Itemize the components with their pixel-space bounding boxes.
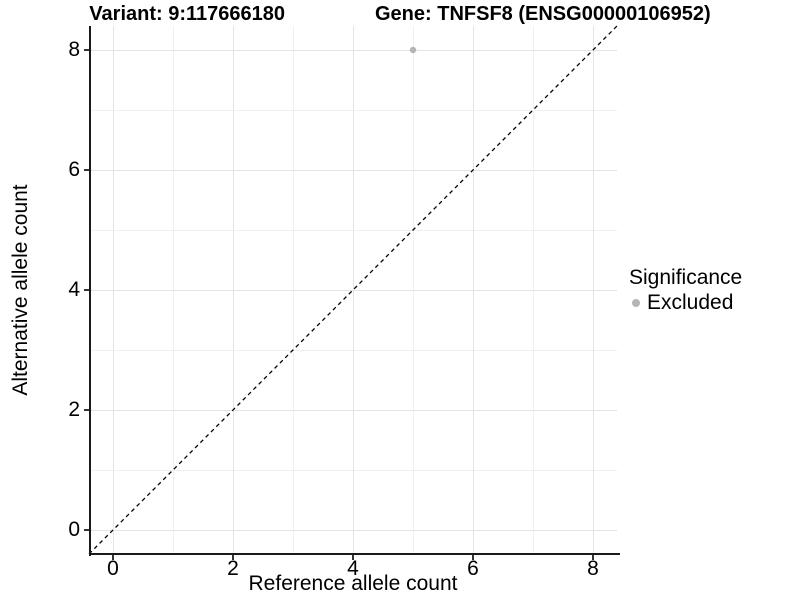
y-tick-label-2: 2: [68, 398, 80, 421]
legend-item-0: Excluded: [629, 291, 742, 315]
x-tick-8: [592, 555, 594, 560]
gridline-horizontal-8: [89, 49, 617, 51]
y-tick-2: [84, 409, 89, 411]
gridline-horizontal-5: [89, 229, 617, 231]
y-tick-label-8: 8: [68, 38, 80, 61]
x-tick-2: [232, 555, 234, 560]
y-tick-label-0: 0: [68, 518, 80, 541]
identity-dashed-line: [88, 25, 618, 555]
y-tick-label-4: 4: [68, 278, 80, 301]
x-tick-label-8: 8: [587, 557, 599, 580]
x-tick-0: [112, 555, 114, 560]
legend-point-icon: [632, 299, 640, 307]
plot-title: Variant: 9:117666180 Gene: TNFSF8 (ENSG0…: [0, 3, 800, 25]
data-point: [409, 46, 417, 54]
y-tick-4: [84, 289, 89, 291]
gridline-vertical-6: [472, 26, 474, 554]
x-tick-4: [352, 555, 354, 560]
legend-title: Significance: [629, 266, 743, 289]
plot-panel: [88, 25, 618, 555]
gridline-horizontal-6: [89, 169, 617, 171]
y-tick-8: [84, 49, 89, 51]
legend: Significance Excluded: [629, 266, 742, 315]
x-axis-title: Reference allele count: [248, 572, 458, 595]
x-axis-line: [89, 553, 620, 555]
x-tick-label-4: 4: [347, 557, 359, 580]
gridline-vertical-5: [412, 26, 414, 554]
gridline-vertical-8: [592, 26, 594, 554]
legend-item-label: Excluded: [647, 291, 734, 314]
x-tick-label-0: 0: [107, 557, 119, 580]
legend-items: Excluded: [629, 291, 742, 315]
y-tick-6: [84, 169, 89, 171]
y-axis-line: [89, 26, 91, 556]
gridline-horizontal-4: [89, 289, 617, 291]
title-gene: Gene: TNFSF8 (ENSG00000106952): [375, 3, 711, 25]
gridline-vertical-7: [532, 26, 534, 554]
x-tick-label-2: 2: [227, 557, 239, 580]
plot-layer: [88, 25, 618, 555]
x-tick-6: [472, 555, 474, 560]
y-tick-label-6: 6: [68, 158, 80, 181]
y-tick-0: [84, 529, 89, 531]
gridline-horizontal-7: [89, 109, 617, 111]
x-tick-label-6: 6: [467, 557, 479, 580]
y-axis-title: Alternative allele count: [9, 184, 32, 396]
title-variant: Variant: 9:117666180: [89, 3, 285, 25]
